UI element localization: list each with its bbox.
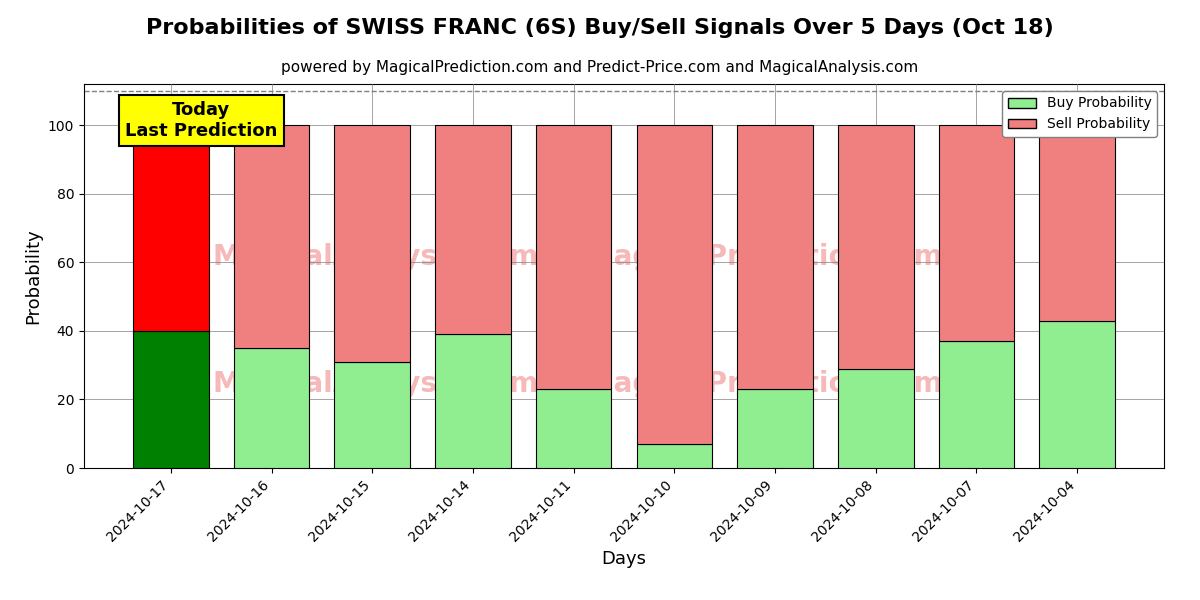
Y-axis label: Probability: Probability (24, 228, 42, 324)
Bar (436, 125, 511, 334)
Text: Probabilities of SWISS FRANC (6S) Buy/Sell Signals Over 5 Days (Oct 18): Probabilities of SWISS FRANC (6S) Buy/Se… (146, 18, 1054, 38)
Bar (636, 444, 712, 468)
Bar (838, 368, 913, 468)
Text: MagicalPrediction.com: MagicalPrediction.com (586, 243, 943, 271)
Bar (335, 125, 410, 362)
Text: powered by MagicalPrediction.com and Predict-Price.com and MagicalAnalysis.com: powered by MagicalPrediction.com and Pre… (281, 60, 919, 75)
Text: MagicalPrediction.com: MagicalPrediction.com (586, 370, 943, 398)
Text: MagicalAnalysis.com: MagicalAnalysis.com (212, 370, 539, 398)
Bar (133, 125, 209, 331)
X-axis label: Days: Days (601, 550, 647, 568)
Text: Today
Last Prediction: Today Last Prediction (125, 101, 277, 140)
Bar (1039, 125, 1115, 320)
Bar (938, 341, 1014, 468)
Bar (234, 125, 310, 348)
Bar (636, 125, 712, 444)
Bar (436, 334, 511, 468)
Bar (737, 389, 812, 468)
Bar (335, 362, 410, 468)
Bar (938, 125, 1014, 341)
Bar (536, 389, 612, 468)
Bar (1039, 320, 1115, 468)
Bar (838, 125, 913, 368)
Text: MagicalAnalysis.com: MagicalAnalysis.com (212, 243, 539, 271)
Legend: Buy Probability, Sell Probability: Buy Probability, Sell Probability (1002, 91, 1157, 137)
Bar (234, 348, 310, 468)
Bar (737, 125, 812, 389)
Bar (536, 125, 612, 389)
Bar (133, 331, 209, 468)
